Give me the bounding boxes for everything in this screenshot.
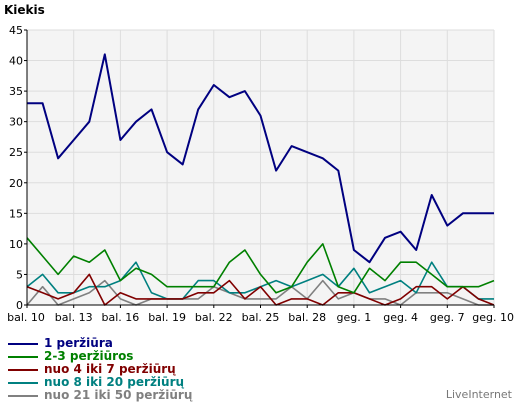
legend-item-4-7-perziuru: nuo 4 iki 7 peržiūrų [8,363,192,376]
x-tick-label: bal. 13 [55,311,93,324]
x-tick-label: geg. 1 [337,311,372,324]
legend-label: nuo 4 iki 7 peržiūrų [44,362,176,376]
liveinternet-brand: LiveInternet [445,388,512,401]
x-tick-label: geg. 4 [383,311,418,324]
legend-swatch [8,381,38,384]
y-tick-label: 35 [9,85,23,98]
y-axis-ticks: 0 5 10 15 20 25 30 35 40 45 [9,24,27,312]
x-tick-label: bal. 25 [242,311,280,324]
x-tick-label: bal. 10 [7,311,45,324]
series-lines [26,53,495,306]
legend-label: nuo 21 iki 50 peržiūrų [44,388,193,402]
legend-swatch [8,394,38,397]
legend-item-21-50-perziuru: nuo 21 iki 50 peržiūrų [8,389,192,402]
y-tick-label: 15 [9,207,23,220]
y-tick-label: 25 [9,146,23,159]
legend-item-2-3-perziuros: 2-3 peržiūros [8,350,192,363]
legend-swatch [8,368,38,371]
x-tick-label: geg. 7 [430,311,465,324]
grid [27,29,495,305]
legend-label: 1 peržiūra [44,336,113,350]
legend-label: 2-3 peržiūros [44,349,134,363]
y-axis-label: Kiekis [4,3,45,17]
y-tick-label: 30 [9,116,23,129]
x-tick-label: bal. 16 [102,311,140,324]
y-tick-label: 40 [9,55,23,68]
legend: 1 peržiūra 2-3 peržiūros nuo 4 iki 7 per… [8,337,192,402]
legend-swatch [8,342,38,345]
y-tick-label: 45 [9,24,23,37]
x-tick-label: bal. 28 [288,311,326,324]
series-line-2 [26,237,495,294]
y-tick-label: 5 [16,268,23,281]
x-axis-ticks: bal. 10 bal. 13 bal. 16 bal. 19 bal. 22 bal. … [7,305,514,324]
x-tick-label: geg. 10 [472,311,514,324]
y-tick-label: 10 [9,238,23,251]
y-tick-label: 20 [9,177,23,190]
legend-label: nuo 8 iki 20 peržiūrų [44,375,185,389]
legend-swatch [8,355,38,358]
x-tick-label: bal. 19 [148,311,186,324]
legend-item-1-perziura: 1 peržiūra [8,337,192,350]
y-tick-label: 0 [16,299,23,312]
legend-item-8-20-perziuru: nuo 8 iki 20 peržiūrų [8,376,192,389]
x-tick-label: bal. 22 [195,311,233,324]
series-line-1 [27,53,494,264]
